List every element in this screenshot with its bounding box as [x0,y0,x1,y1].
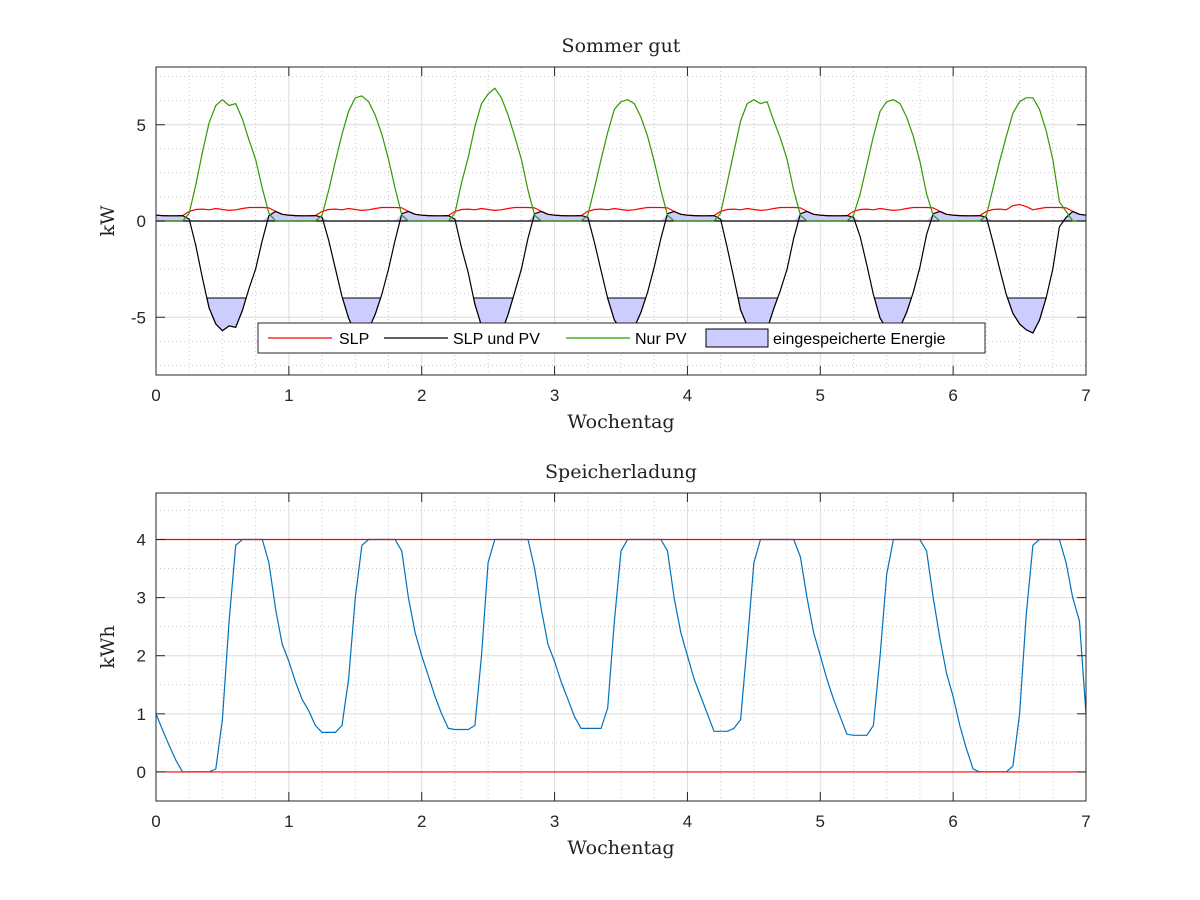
power-plot: Sommer gut Wochentag kW 0 1 2 3 4 5 6 7 -5 0 5 [97,35,1091,433]
x-tick-label: 0 [151,812,160,831]
axes-frame [155,492,1087,802]
legend: SLP SLP und PV Nur PV eingespeicherte En… [257,322,986,354]
y-axis-label: kWh [97,625,119,668]
x-axis-label: Wochentag [567,411,674,433]
legend-label-energie: eingespeicherte Energie [773,331,946,348]
y-tick-label: -5 [131,308,146,327]
y-tick-label: 3 [137,589,146,608]
y-tick-label: 0 [137,763,146,782]
legend-label-slp: SLP [339,331,369,348]
x-tick-label: 6 [948,812,957,831]
y-tick-label: 2 [137,647,146,666]
x-tick-label: 2 [417,812,426,831]
y-tick-label: 4 [137,530,146,549]
legend-swatch-energie [705,328,769,348]
x-tick-label: 3 [550,386,559,405]
storage-plot: Speicherladung Wochentag kWh 0 1 2 3 4 5 6 7 0 1 2… [97,461,1091,859]
series-line-nur-pv [156,87,1086,222]
x-tick-label: 2 [417,386,426,405]
series-line-speicherladung [155,538,1087,773]
x-tick-label: 7 [1081,386,1090,405]
x-axis-label: Wochentag [567,837,674,859]
plot-title: Sommer gut [562,35,681,57]
x-tick-label: 6 [948,386,957,405]
x-tick-label: 5 [816,386,825,405]
legend-label-nur-pv: Nur PV [635,331,687,348]
x-tick-label: 4 [683,386,692,405]
x-tick-label: 5 [816,812,825,831]
plot-title: Speicherladung [545,461,697,483]
x-tick-label: 3 [550,812,559,831]
y-tick-label: 0 [137,212,146,231]
x-tick-label: 1 [284,386,293,405]
y-axis-label: kW [97,205,119,237]
y-tick-label: 1 [137,705,146,724]
y-tick-label: 5 [137,116,146,135]
plot-area [155,492,1087,802]
x-tick-label: 7 [1081,812,1090,831]
legend-label-slp-und-pv: SLP und PV [453,331,540,348]
x-tick-label: 0 [151,386,160,405]
x-tick-label: 4 [683,812,692,831]
x-tick-label: 1 [284,812,293,831]
